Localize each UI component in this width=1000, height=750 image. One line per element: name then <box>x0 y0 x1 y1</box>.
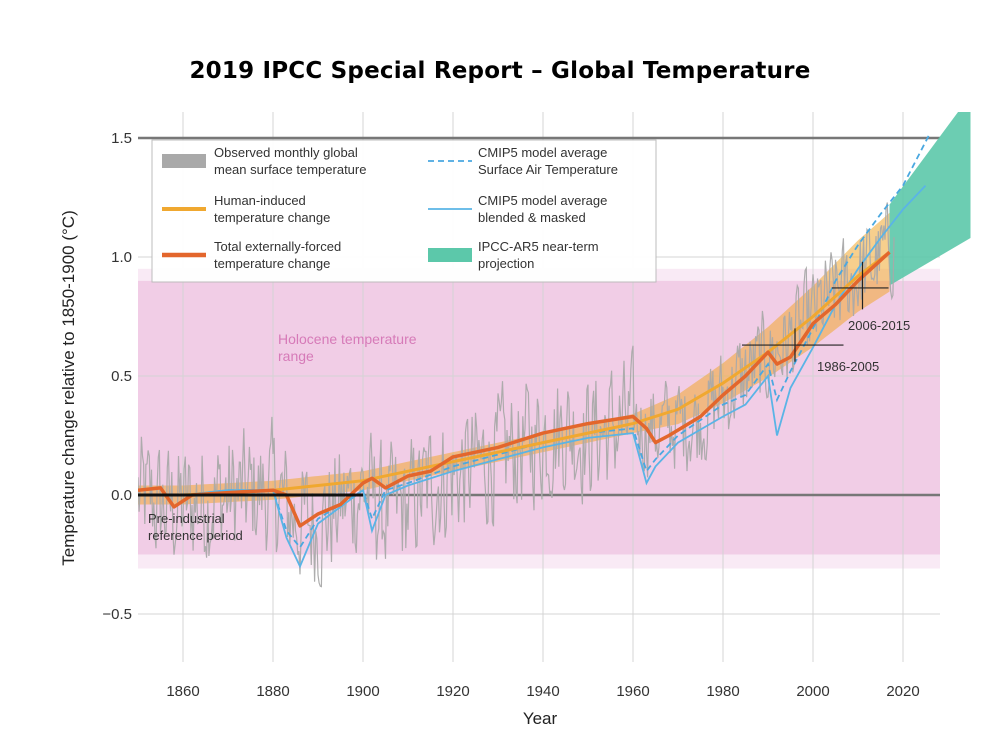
legend-label: blended & masked <box>478 210 586 225</box>
period-label: 1986-2005 <box>817 359 879 374</box>
holocene-label: range <box>278 348 314 364</box>
preindustrial-label: Pre-industrial <box>148 511 225 526</box>
y-tick-label: −0.5 <box>102 606 132 623</box>
legend-label: Observed monthly global <box>214 145 358 160</box>
legend-swatch-projection <box>428 248 472 262</box>
x-tick-label: 1920 <box>436 683 469 700</box>
x-tick-label: 1960 <box>616 683 649 700</box>
cmip5-blended-series-line <box>138 184 927 569</box>
x-tick-label: 1940 <box>526 683 559 700</box>
y-tick-label: 1.5 <box>111 130 132 147</box>
legend-swatch-observed <box>162 154 206 168</box>
holocene-label: Holocene temperature <box>278 331 417 347</box>
y-tick-label: 0.0 <box>111 487 132 504</box>
period-label: 2006-2015 <box>848 318 910 333</box>
legend-label: CMIP5 model average <box>478 193 607 208</box>
legend-label: IPCC-AR5 near-term <box>478 239 599 254</box>
legend-label: mean surface temperature <box>214 162 366 177</box>
x-tick-label: 1900 <box>346 683 379 700</box>
x-axis-label: Year <box>523 709 558 728</box>
holocene-band-fade-bottom <box>138 554 940 569</box>
human-induced-band <box>138 212 890 505</box>
legend-label: Total externally-forced <box>214 239 341 254</box>
y-axis-label: Temperature change relative to 1850-1900… <box>59 210 78 566</box>
x-tick-label: 2000 <box>796 683 829 700</box>
x-tick-label: 1980 <box>706 683 739 700</box>
x-tick-label: 1880 <box>256 683 289 700</box>
x-tick-label: 1860 <box>166 683 199 700</box>
total-forced-series-line <box>138 250 891 528</box>
legend-label: Surface Air Temperature <box>478 162 618 177</box>
legend-label: Human-induced <box>214 193 306 208</box>
legend-label: temperature change <box>214 210 330 225</box>
legend-label: temperature change <box>214 256 330 271</box>
legend-label: CMIP5 model average <box>478 145 607 160</box>
cmip5-sat-series-line <box>138 132 931 549</box>
page-title: 2019 IPCC Special Report – Global Temper… <box>189 58 811 84</box>
projection-wedge <box>889 112 971 286</box>
x-tick-label: 2020 <box>886 683 919 700</box>
observed-series-line <box>138 202 895 588</box>
preindustrial-label: reference period <box>148 528 243 543</box>
legend-label: projection <box>478 256 534 271</box>
y-tick-label: 0.5 <box>111 368 132 385</box>
y-tick-label: 1.0 <box>111 249 132 266</box>
legend-box <box>151 139 657 283</box>
